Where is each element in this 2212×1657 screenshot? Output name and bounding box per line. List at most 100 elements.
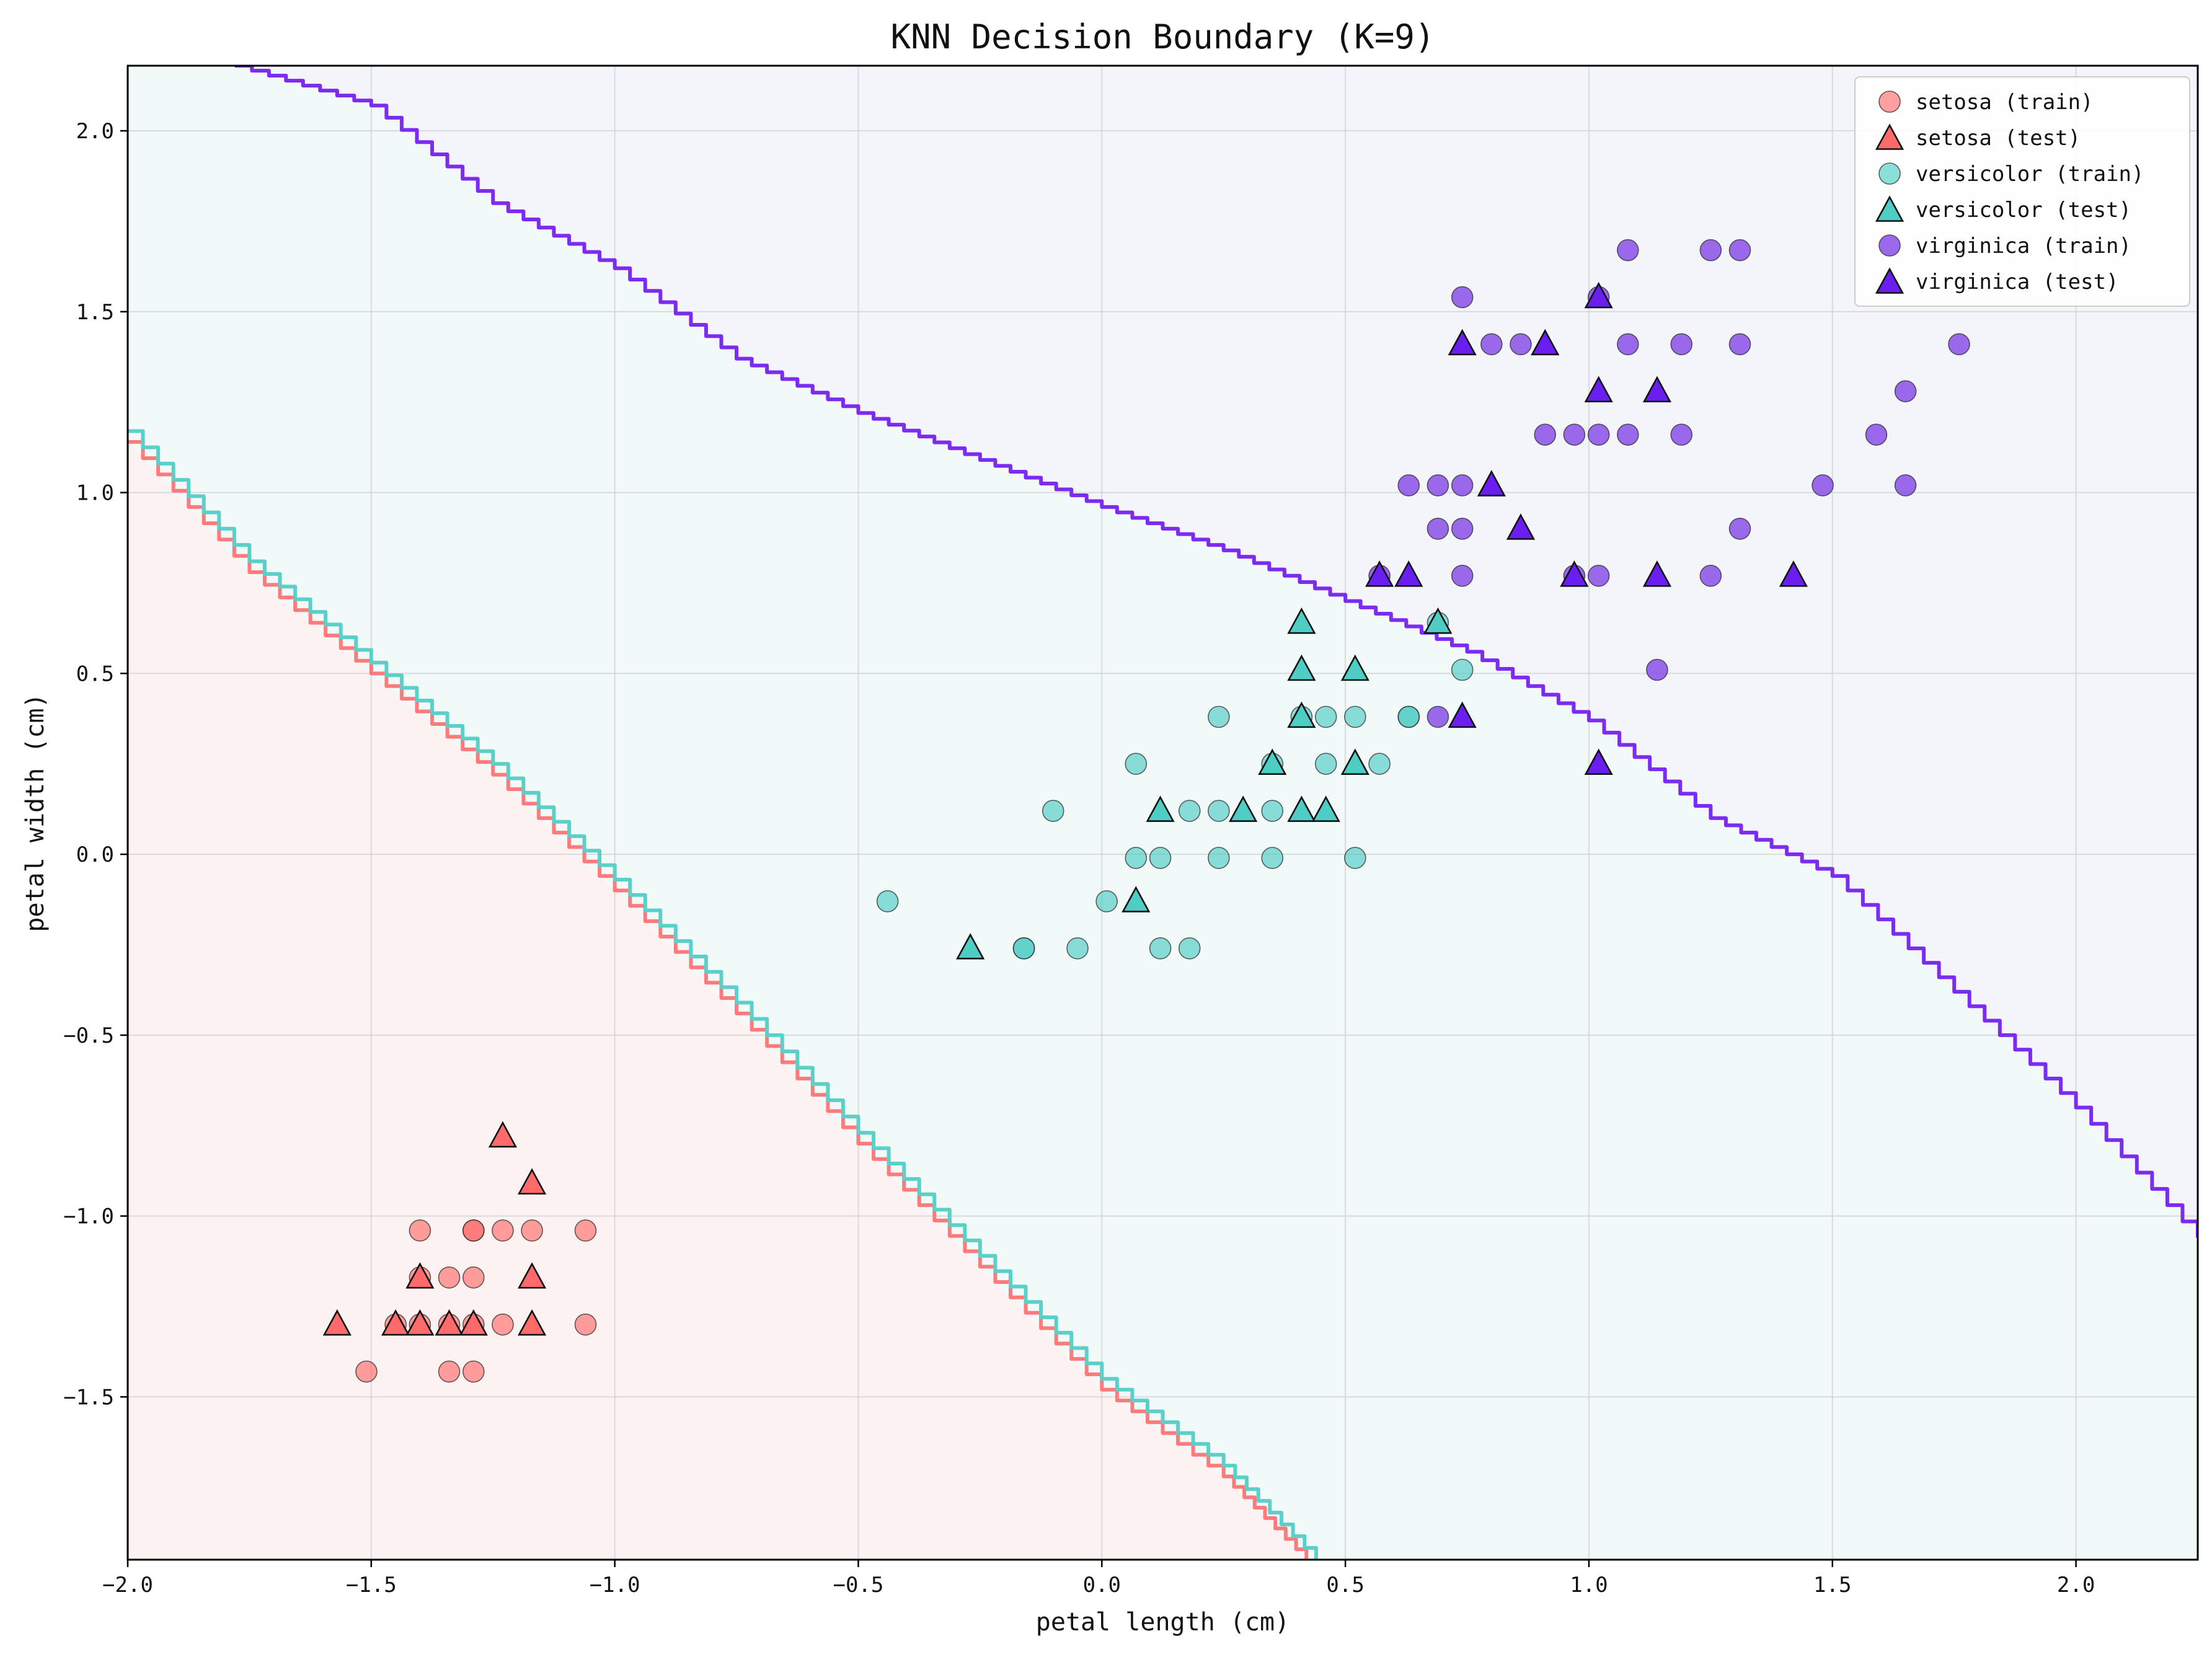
x-tick-label: −1.0 — [590, 1573, 640, 1597]
data-point — [381, 1309, 410, 1336]
data-point — [1012, 937, 1035, 960]
data-point — [1560, 560, 1589, 587]
boundary-setosa-versicolor — [128, 429, 1318, 1560]
data-point — [1314, 753, 1337, 775]
data-point — [1812, 474, 1834, 497]
data-point — [1451, 286, 1474, 309]
data-point — [492, 1313, 514, 1336]
data-point — [1448, 329, 1477, 356]
data-point — [1314, 705, 1337, 728]
legend: setosa (train) setosa (test) versicolor (t… — [1854, 76, 2190, 307]
x-tick-label: −2.0 — [102, 1573, 153, 1597]
x-tick-label: 2.0 — [2057, 1573, 2095, 1597]
data-point — [1646, 658, 1668, 681]
data-point — [521, 1219, 543, 1242]
data-point — [1344, 705, 1366, 728]
legend-item: setosa (test) — [1875, 123, 2081, 151]
y-axis-title: petal width (cm) — [21, 693, 50, 932]
y-tick-label: 0.0 — [76, 842, 114, 867]
data-point — [1506, 513, 1536, 540]
data-point — [1149, 847, 1172, 869]
legend-item: versicolor (train) — [1878, 162, 2144, 187]
data-points — [322, 239, 1970, 1383]
data-point — [1121, 886, 1151, 912]
data-point — [574, 1219, 597, 1242]
data-point — [1146, 795, 1175, 822]
legend-marker — [1878, 234, 1901, 257]
data-point — [1208, 705, 1230, 728]
y-tick-label: −0.5 — [63, 1023, 114, 1048]
data-point — [1616, 239, 1639, 262]
legend-marker — [1878, 91, 1901, 113]
boundary-versicolor-virginica — [234, 66, 2198, 1238]
legend-item: setosa (train) — [1878, 90, 2094, 115]
data-point — [1178, 937, 1201, 960]
data-point — [462, 1219, 485, 1242]
decision-boundaries — [128, 66, 2198, 1560]
data-point — [956, 933, 985, 960]
data-point — [1287, 654, 1316, 681]
data-point — [405, 1262, 435, 1289]
data-point — [1584, 281, 1613, 309]
data-point — [1344, 847, 1366, 869]
data-point — [1451, 518, 1474, 540]
data-point — [1510, 333, 1532, 356]
data-point — [1208, 847, 1230, 869]
data-point — [1397, 474, 1420, 497]
data-point — [1125, 847, 1148, 869]
y-axis-ticks: −1.5 −1.0 −0.5 0.0 0.5 1.0 1.5 2.0 — [63, 119, 128, 1410]
data-point — [462, 1266, 485, 1289]
data-point — [1261, 847, 1284, 869]
series-setosa-test- — [322, 1121, 547, 1336]
data-point — [1563, 423, 1586, 446]
data-point — [518, 1262, 547, 1289]
legend-label: setosa (train) — [1916, 90, 2094, 115]
x-axis-title: petal length (cm) — [1036, 1608, 1290, 1637]
data-point — [1427, 474, 1449, 497]
legend-item: virginica (train) — [1878, 234, 2131, 258]
y-tick-label: −1.0 — [63, 1204, 114, 1229]
data-point — [1427, 705, 1449, 728]
data-point — [1394, 560, 1423, 587]
data-point — [1125, 753, 1148, 775]
data-point — [1287, 795, 1316, 822]
data-point — [1448, 701, 1477, 728]
data-point — [1587, 423, 1610, 446]
data-point — [1287, 701, 1316, 728]
data-point — [1865, 423, 1888, 446]
legend-label: virginica (test) — [1916, 270, 2119, 294]
data-point — [1178, 800, 1201, 822]
data-point — [1365, 560, 1394, 587]
legend-item: virginica (test) — [1875, 267, 2119, 294]
data-point — [1728, 239, 1751, 262]
data-point — [322, 1309, 352, 1336]
data-point — [1948, 333, 1970, 356]
grid — [127, 66, 2198, 1560]
data-point — [1616, 333, 1639, 356]
data-point — [1642, 376, 1672, 402]
data-point — [1670, 423, 1693, 446]
x-tick-label: 0.0 — [1083, 1573, 1121, 1597]
data-point — [1258, 748, 1287, 775]
data-point — [1261, 800, 1284, 822]
data-point — [438, 1266, 461, 1289]
legend-marker — [1875, 123, 1905, 150]
data-point — [1229, 795, 1258, 822]
data-point — [459, 1309, 488, 1336]
y-tick-label: −1.5 — [63, 1385, 114, 1410]
data-point — [574, 1313, 597, 1336]
x-tick-label: 0.5 — [1326, 1573, 1364, 1597]
legend-item: versicolor (test) — [1875, 195, 2131, 223]
data-point — [488, 1121, 518, 1148]
x-tick-label: 1.5 — [1813, 1573, 1851, 1597]
legend-label: setosa (test) — [1916, 126, 2081, 151]
data-point — [1451, 658, 1474, 681]
x-tick-label: −1.5 — [346, 1573, 397, 1597]
data-point — [1670, 333, 1693, 356]
data-point — [1427, 518, 1449, 540]
data-point — [1534, 423, 1557, 446]
data-point — [1584, 376, 1613, 402]
data-point — [1894, 474, 1917, 497]
data-point — [1042, 800, 1064, 822]
